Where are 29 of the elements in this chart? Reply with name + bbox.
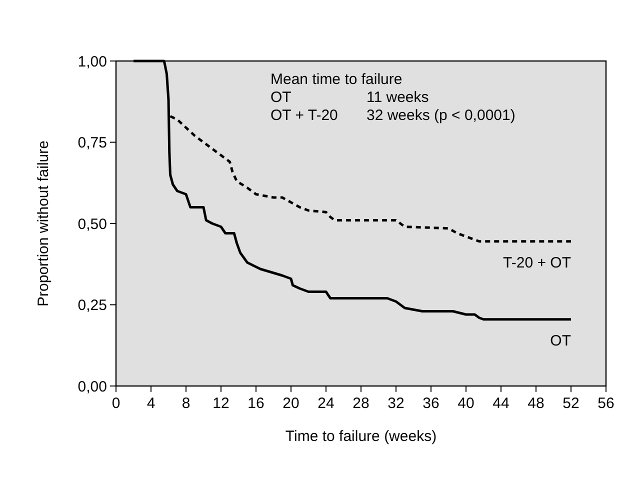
x-tick-label: 8 <box>182 395 190 412</box>
x-tick-label: 20 <box>282 395 300 412</box>
annotation: 32 weeks (p < 0,0001) <box>366 107 516 124</box>
annotation: 11 weeks <box>366 89 429 106</box>
x-axis-title: Time to failure (weeks) <box>285 428 437 445</box>
annotation: OT <box>270 89 292 106</box>
series-label: T-20 + OT <box>503 254 571 272</box>
annotation: OT + T-20 <box>270 107 338 124</box>
annotation: Mean time to failure <box>270 71 402 88</box>
y-tick-label: 0,25 <box>78 297 107 314</box>
x-tick-label: 0 <box>112 395 120 412</box>
x-tick-label: 36 <box>422 395 440 412</box>
series-label: OT <box>550 332 571 350</box>
y-tick-label: 0,75 <box>78 134 107 152</box>
x-tick-label: 4 <box>146 395 156 412</box>
x-tick-label: 48 <box>528 395 544 412</box>
y-tick-label: 0,00 <box>78 378 107 396</box>
x-tick-label: 28 <box>352 395 370 412</box>
x-tick-label: 12 <box>212 395 230 412</box>
x-tick-label: 52 <box>562 395 580 412</box>
y-tick-label: 1,00 <box>78 53 107 70</box>
x-tick-label: 56 <box>598 395 614 412</box>
y-axis-title: Proportion without failure <box>35 140 52 306</box>
x-tick-label: 24 <box>318 395 334 412</box>
x-tick-label: 44 <box>492 395 510 412</box>
x-tick-label: 16 <box>248 395 264 412</box>
x-tick-label: 40 <box>458 395 474 412</box>
x-tick-label: 32 <box>388 395 404 412</box>
y-tick-label: 0,50 <box>78 216 107 233</box>
